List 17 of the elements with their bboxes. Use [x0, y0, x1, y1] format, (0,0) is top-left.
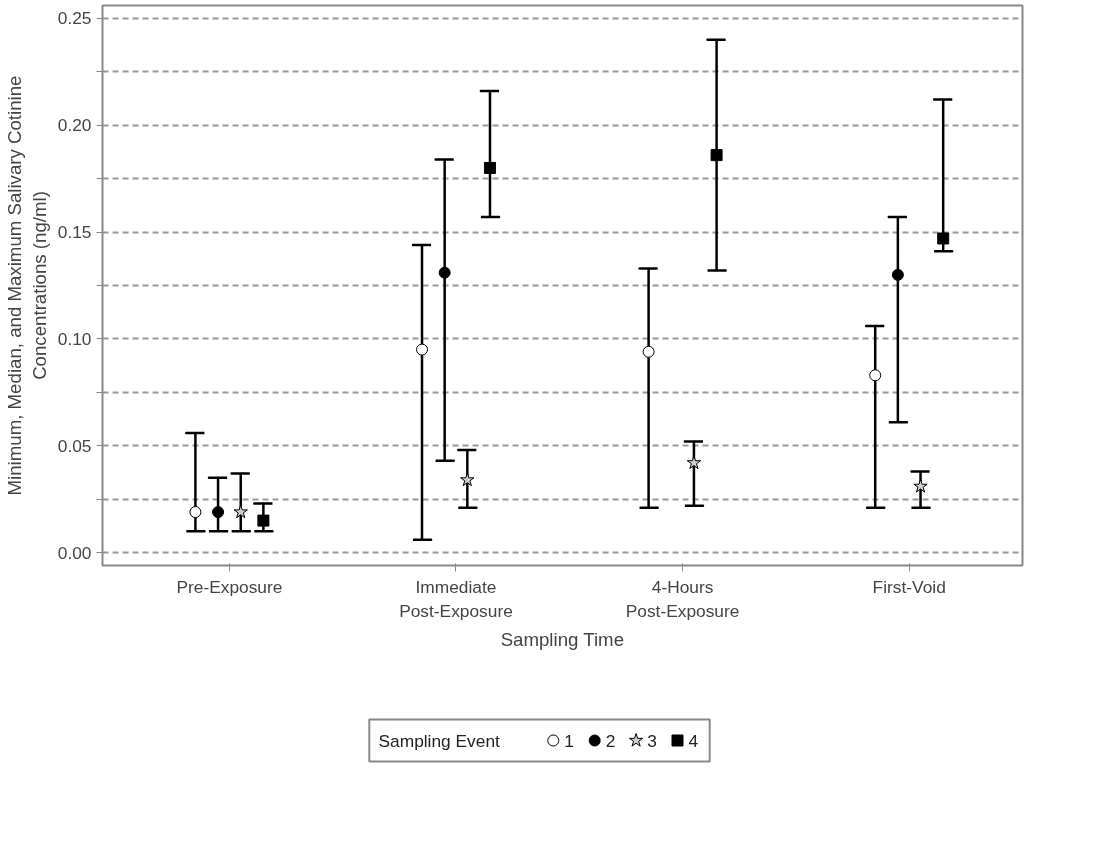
x-tick-label: 4-Hours Post-Exposure: [625, 576, 740, 621]
legend-label: 2: [605, 730, 616, 751]
x-axis-title: Sampling Time: [500, 628, 625, 650]
y-tick-label: 0.10: [57, 328, 92, 349]
legend-label: 4: [688, 730, 699, 751]
x-tick-label: First-Void: [872, 576, 946, 597]
y-tick-label: 0.00: [57, 542, 92, 563]
y-axis-title: Minimum, Median, and Maximum Salivary Cotinine Concentrations (ng/ml): [3, 75, 50, 496]
x-tick-label: Pre-Exposure: [176, 576, 283, 597]
legend-label: 3: [647, 730, 657, 751]
legend-label: 1: [564, 730, 574, 751]
y-tick-label: 0.15: [57, 222, 92, 243]
y-tick-label: 0.25: [57, 8, 92, 29]
x-tick-label: Immediate Post-Exposure: [399, 576, 513, 621]
legend-title: Sampling Event: [378, 730, 501, 751]
y-tick-label: 0.20: [57, 115, 92, 136]
y-tick-label: 0.05: [57, 435, 92, 456]
